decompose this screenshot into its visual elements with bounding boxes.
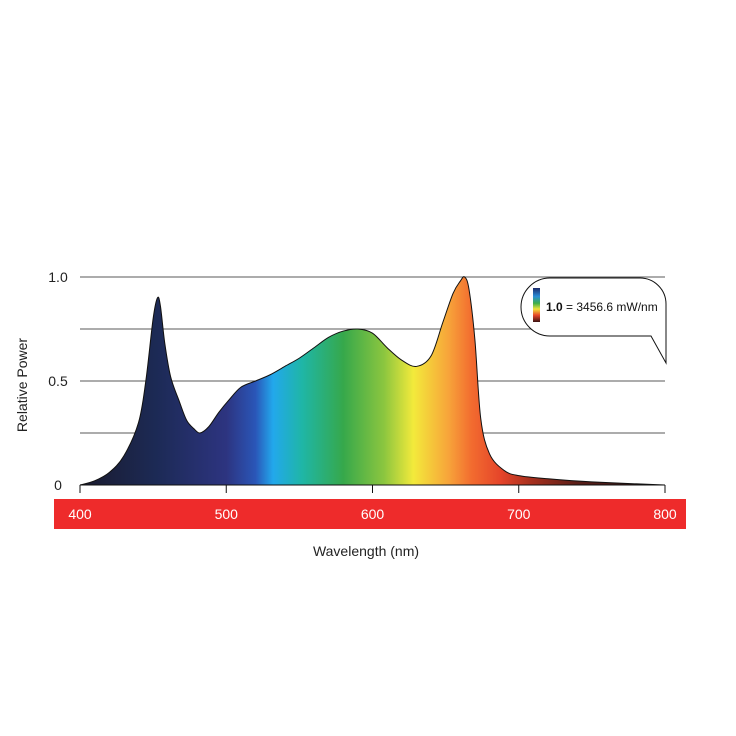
power-callout: 1.0 = 3456.6 mW/nm [520,277,667,365]
x-tick-label: 600 [361,506,385,522]
x-axis-title: Wavelength (nm) [313,543,419,559]
x-tick-labels: 400 500 600 700 800 [68,506,677,522]
y-axis-title: Relative Power [14,338,30,432]
x-tick-label: 400 [68,506,92,522]
callout-text: 1.0 = 3456.6 mW/nm [546,300,658,314]
callout-bold-value: 1.0 [546,300,563,314]
callout-color-swatch [533,288,540,322]
y-tick-label: 1.0 [48,269,68,285]
callout-bubble [520,277,667,365]
x-tick-label: 700 [507,506,531,522]
x-ticks [79,485,666,493]
x-tick-label: 500 [215,506,239,522]
spectrum-area [80,276,665,485]
callout-unit-text: = 3456.6 mW/nm [563,300,658,314]
y-tick-labels: 0 0.5 1.0 [48,269,68,493]
y-tick-label: 0.5 [48,373,68,389]
spectrum-outline [79,276,666,486]
x-tick-label: 800 [653,506,677,522]
y-tick-label: 0 [54,477,62,493]
wavelength-band [54,499,686,529]
